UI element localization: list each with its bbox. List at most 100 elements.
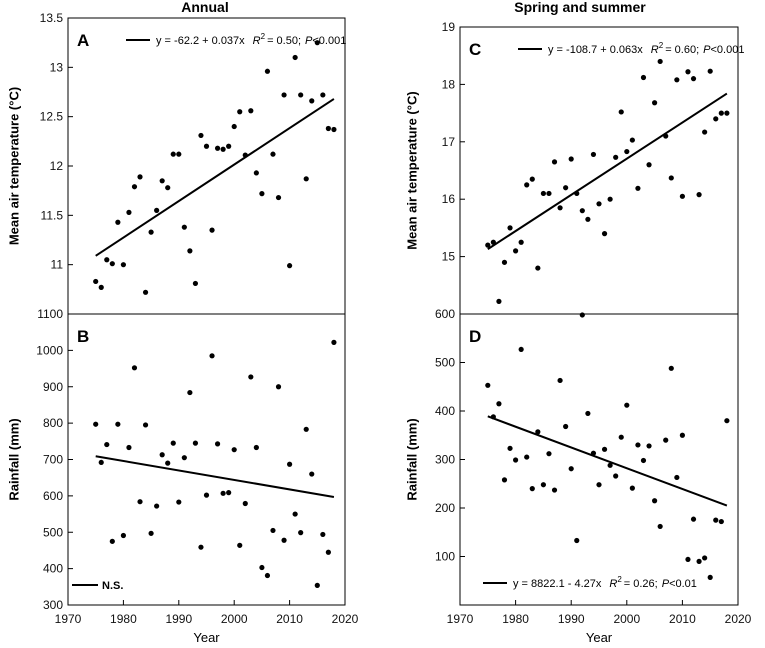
data-point-b [259,564,265,571]
data-point-d [563,423,569,430]
data-point-a [159,178,165,184]
data-point-d [668,365,674,371]
data-point-a [331,126,337,133]
r2-sup-a: 2 [261,32,266,41]
data-point-d [513,457,519,463]
panel-letter-a: A [77,31,89,50]
y-tick-label-b: 400 [43,562,63,576]
data-point-b [109,538,115,544]
data-point-d [585,410,591,417]
data-point-b [270,527,276,534]
data-point-a [320,92,326,98]
data-point-a [214,145,221,151]
y-tick-label-d: 100 [435,550,455,564]
y-tick-label-a: 11 [51,258,64,272]
data-point-a [137,174,143,180]
data-point-b [226,490,232,496]
data-point-c [568,156,574,162]
p-value-c: <0.001 [711,44,745,56]
y-tick-label-d: 600 [435,307,455,321]
data-point-c [540,190,547,197]
data-point-d [707,574,713,580]
p-label-c: P [703,44,711,56]
equation-text-d: y = 8822.1 - 4.27x [513,578,602,590]
data-point-c [613,154,619,160]
data-point-c [590,151,597,158]
plot-frame-c [459,26,739,315]
data-point-d [496,401,502,407]
data-point-b [131,365,138,371]
data-point-c [518,239,524,245]
data-point-a [253,170,259,176]
data-point-d [518,346,524,353]
data-point-b [170,440,176,446]
x-tick-label-b: 2010 [276,612,303,626]
data-point-b [176,499,182,505]
data-point-a [259,191,265,197]
data-point-a [142,289,149,295]
regression-line-b [95,455,335,498]
r2-label-d: R [609,578,617,590]
column-title-annual: Annual [181,0,228,15]
data-point-c [685,69,691,75]
data-point-b [231,447,237,453]
y-tick-label-b: 300 [43,598,63,612]
data-point-b [142,422,149,428]
data-point-d [524,454,530,460]
data-point-c [635,185,641,191]
panel-letter-b: B [77,327,89,346]
data-point-a [281,92,287,98]
data-point-d [646,443,652,449]
data-point-b [104,441,110,448]
r2-value-c: = 0.60; [665,44,699,56]
x-tick-label-d: 2020 [725,612,752,626]
data-point-c [707,68,713,74]
regression-annotation-a: y = -62.2 + 0.037x R2 = 0.50; P<0.001 [156,32,346,47]
data-point-a [93,278,99,285]
data-point-b [275,384,282,390]
data-point-b [120,532,126,539]
data-point-b [198,544,204,550]
y-tick-label-b: 900 [43,380,63,394]
data-point-a [220,146,226,152]
data-point-a [231,123,237,130]
equation-text-a: y = -62.2 + 0.037x [156,35,245,47]
data-point-b [137,499,143,505]
data-point-b [331,339,337,345]
data-point-b [154,503,160,509]
data-point-c [718,110,724,116]
data-point-d [702,555,708,561]
data-point-d [652,498,658,504]
x-tick-label-b: 1980 [110,612,137,626]
data-point-b [126,444,132,451]
data-point-a [198,132,204,139]
panel-letter-c: C [469,40,481,59]
r2-sup-d: 2 [617,575,622,584]
data-point-c [618,109,624,115]
data-point-c [696,192,702,198]
r2-value-a: = 0.50; [267,35,301,47]
data-point-c [702,129,708,135]
data-point-b [264,572,271,579]
data-point-b [148,530,154,536]
data-point-c [657,58,663,65]
data-point-b [220,490,226,496]
data-point-b [320,531,326,538]
data-point-d [657,523,663,530]
x-axis-label-b: Year [193,630,220,645]
data-point-a [309,98,315,104]
data-point-b [237,542,243,548]
data-point-c [524,182,530,188]
p-value-a: <0.001 [312,35,346,47]
r2-label-c: R [651,44,659,56]
panel-letter-d: D [469,327,481,346]
data-point-b [248,374,254,380]
data-point-b [209,353,215,359]
data-point-d [640,457,647,464]
panel-d: 100 200 300 400 500 600 1970 1980 1990 2000 2010 20… [405,307,752,645]
data-point-d [485,382,491,388]
data-point-a [165,185,171,191]
x-axis-label-d: Year [586,630,613,645]
y-tick-label-a: 13 [50,60,64,74]
data-point-a [170,151,176,157]
